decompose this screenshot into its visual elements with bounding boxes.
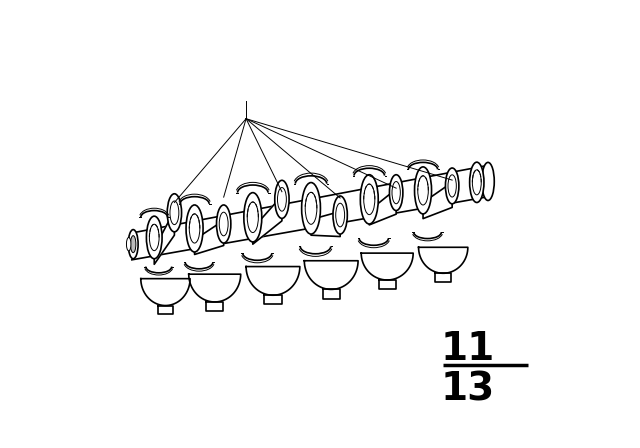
Polygon shape [435,273,451,282]
Polygon shape [419,247,468,273]
Polygon shape [246,267,300,295]
Ellipse shape [360,175,378,224]
Text: 13: 13 [441,371,495,409]
Polygon shape [207,302,223,311]
Ellipse shape [167,194,182,232]
Polygon shape [311,211,340,237]
Polygon shape [423,182,452,219]
Polygon shape [141,279,190,306]
Polygon shape [305,261,358,289]
Ellipse shape [445,168,459,204]
Text: 11: 11 [441,331,495,368]
Ellipse shape [244,193,262,242]
Polygon shape [264,295,282,304]
Ellipse shape [333,196,348,234]
Ellipse shape [128,229,138,259]
Polygon shape [157,306,173,314]
Ellipse shape [470,162,484,202]
Polygon shape [323,289,340,298]
Ellipse shape [186,205,203,252]
Ellipse shape [131,236,136,253]
Polygon shape [154,211,174,264]
Ellipse shape [275,180,289,218]
Ellipse shape [216,205,231,243]
Polygon shape [195,220,224,254]
Polygon shape [361,253,413,280]
Ellipse shape [482,162,494,201]
Ellipse shape [415,167,431,214]
Ellipse shape [389,175,403,211]
Polygon shape [369,189,396,225]
Polygon shape [253,196,282,244]
Ellipse shape [127,237,131,251]
Ellipse shape [147,216,162,259]
Polygon shape [379,280,396,289]
Polygon shape [189,274,241,302]
Ellipse shape [301,182,321,234]
